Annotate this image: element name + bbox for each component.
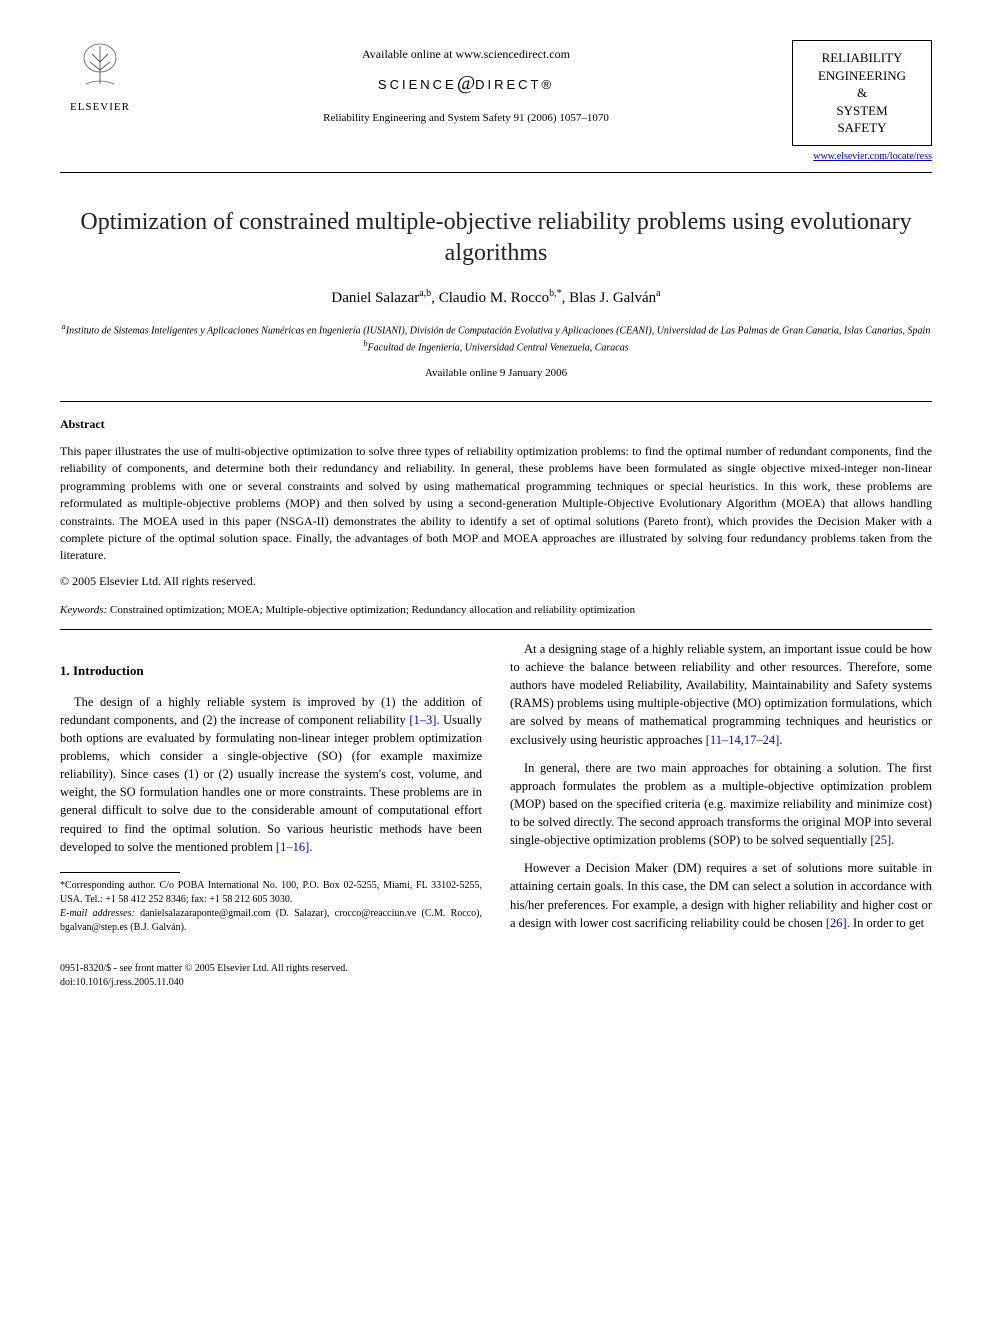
sd-at: @ bbox=[457, 72, 475, 94]
p3b: . bbox=[891, 833, 894, 847]
email-line: E-mail addresses: danielsalazaraponte@gm… bbox=[60, 907, 482, 935]
author-1: Daniel Salazar bbox=[331, 290, 419, 306]
author-2: Claudio M. Rocco bbox=[439, 290, 549, 306]
affil-a-text: Instituto de Sistemas Inteligentes y Apl… bbox=[66, 325, 931, 336]
article-title: Optimization of constrained multiple-obj… bbox=[60, 207, 932, 269]
abstract-top-rule bbox=[60, 401, 932, 402]
body-columns: 1. Introduction The design of a highly r… bbox=[60, 640, 932, 938]
p3a: In general, there are two main approache… bbox=[510, 761, 932, 848]
section-1-heading: 1. Introduction bbox=[60, 662, 482, 681]
p1b: . Usually both options are evaluated by … bbox=[60, 713, 482, 854]
p1c: . bbox=[309, 840, 312, 854]
affiliations: aInstituto de Sistemas Inteligentes y Ap… bbox=[60, 321, 932, 356]
jb-line2: ENGINEERING bbox=[803, 67, 921, 85]
journal-url-link[interactable]: www.elsevier.com/locate/ress bbox=[792, 150, 932, 164]
ref-1-3[interactable]: [1–3] bbox=[409, 713, 436, 727]
sd-post: DIRECT® bbox=[475, 77, 554, 92]
author-1-sup: a,b bbox=[419, 288, 431, 299]
keywords-text: Constrained optimization; MOEA; Multiple… bbox=[110, 604, 635, 616]
page-header: ELSEVIER Available online at www.science… bbox=[60, 40, 932, 164]
abstract-bottom-rule bbox=[60, 629, 932, 630]
footer-doi: doi:10.1016/j.ress.2005.11.040 bbox=[60, 976, 932, 990]
ref-1-16[interactable]: [1–16] bbox=[276, 840, 309, 854]
ref-11-24[interactable]: [11–14,17–24] bbox=[706, 733, 780, 747]
science-direct-logo: SCIENCE@DIRECT® bbox=[140, 69, 792, 97]
abstract-heading: Abstract bbox=[60, 416, 932, 433]
author-list: Daniel Salazara,b, Claudio M. Roccob,*, … bbox=[60, 287, 932, 309]
intro-para-1: The design of a highly reliable system i… bbox=[60, 693, 482, 856]
header-rule bbox=[60, 172, 932, 173]
publisher-name: ELSEVIER bbox=[60, 100, 140, 115]
author-3: Blas J. Galván bbox=[569, 290, 656, 306]
affiliation-a: aInstituto de Sistemas Inteligentes y Ap… bbox=[60, 321, 932, 338]
affil-b-text: Facultad de Ingeniería, Universidad Cent… bbox=[368, 343, 629, 354]
footnote-sep bbox=[60, 872, 180, 873]
affiliation-b: bFacultad de Ingeniería, Universidad Cen… bbox=[60, 338, 932, 355]
footer-front-matter: 0951-8320/$ - see front matter © 2005 El… bbox=[60, 962, 932, 976]
intro-para-3: In general, there are two main approache… bbox=[510, 759, 932, 850]
author-3-sup: a bbox=[656, 288, 660, 299]
p2b: . bbox=[779, 733, 782, 747]
available-date: Available online 9 January 2006 bbox=[60, 366, 932, 381]
copyright-line: © 2005 Elsevier Ltd. All rights reserved… bbox=[60, 573, 932, 590]
journal-title-box: RELIABILITY ENGINEERING & SYSTEM SAFETY bbox=[792, 40, 932, 146]
ref-25[interactable]: [25] bbox=[870, 833, 891, 847]
available-online-text: Available online at www.sciencedirect.co… bbox=[140, 46, 792, 63]
keywords-line: Keywords: Constrained optimization; MOEA… bbox=[60, 603, 932, 618]
elsevier-tree-icon bbox=[60, 40, 140, 98]
corresponding-author: *Corresponding author. C/o POBA Internat… bbox=[60, 879, 482, 907]
jb-line5: SAFETY bbox=[803, 119, 921, 137]
intro-para-2: At a designing stage of a highly reliabl… bbox=[510, 640, 932, 749]
jb-line3: & bbox=[803, 84, 921, 102]
p2a: At a designing stage of a highly reliabl… bbox=[510, 642, 932, 747]
journal-box-wrap: RELIABILITY ENGINEERING & SYSTEM SAFETY … bbox=[792, 40, 932, 164]
sd-pre: SCIENCE bbox=[378, 77, 457, 92]
ref-26[interactable]: [26] bbox=[826, 916, 847, 930]
journal-reference: Reliability Engineering and System Safet… bbox=[140, 111, 792, 126]
page-footer: 0951-8320/$ - see front matter © 2005 El… bbox=[60, 962, 932, 990]
footnote-block: *Corresponding author. C/o POBA Internat… bbox=[60, 872, 482, 935]
author-2-sup: b,* bbox=[549, 288, 562, 299]
header-center: Available online at www.sciencedirect.co… bbox=[140, 40, 792, 126]
publisher-logo: ELSEVIER bbox=[60, 40, 140, 115]
email-label: E-mail addresses: bbox=[60, 908, 135, 919]
intro-para-4: However a Decision Maker (DM) requires a… bbox=[510, 859, 932, 932]
jb-line4: SYSTEM bbox=[803, 102, 921, 120]
keywords-label: Keywords: bbox=[60, 604, 107, 616]
p4b: . In order to get bbox=[847, 916, 924, 930]
jb-line1: RELIABILITY bbox=[803, 49, 921, 67]
abstract-text: This paper illustrates the use of multi-… bbox=[60, 443, 932, 565]
